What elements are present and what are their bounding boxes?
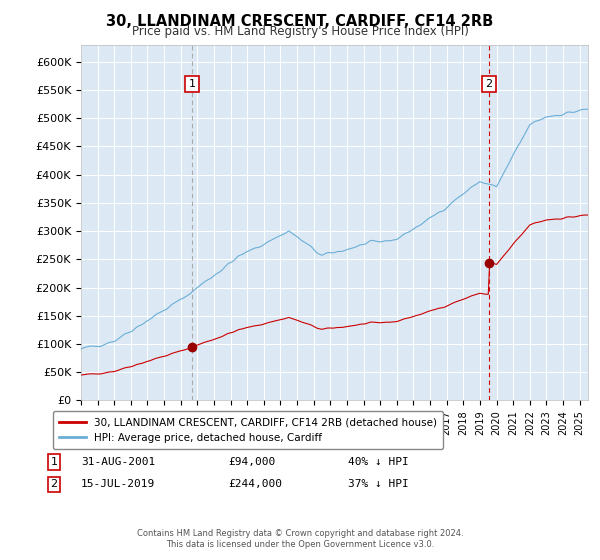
Text: 30, LLANDINAM CRESCENT, CARDIFF, CF14 2RB: 30, LLANDINAM CRESCENT, CARDIFF, CF14 2R…	[106, 14, 494, 29]
Text: Contains HM Land Registry data © Crown copyright and database right 2024.
This d: Contains HM Land Registry data © Crown c…	[137, 529, 463, 549]
Text: Price paid vs. HM Land Registry's House Price Index (HPI): Price paid vs. HM Land Registry's House …	[131, 25, 469, 38]
Text: 1: 1	[188, 79, 196, 89]
Text: 15-JUL-2019: 15-JUL-2019	[81, 479, 155, 489]
Text: 37% ↓ HPI: 37% ↓ HPI	[348, 479, 409, 489]
Text: 1: 1	[50, 457, 58, 467]
Text: 2: 2	[485, 79, 493, 89]
Text: 31-AUG-2001: 31-AUG-2001	[81, 457, 155, 467]
Legend: 30, LLANDINAM CRESCENT, CARDIFF, CF14 2RB (detached house), HPI: Average price, : 30, LLANDINAM CRESCENT, CARDIFF, CF14 2R…	[53, 411, 443, 449]
Text: £244,000: £244,000	[228, 479, 282, 489]
Text: £94,000: £94,000	[228, 457, 275, 467]
Text: 2: 2	[50, 479, 58, 489]
Text: 40% ↓ HPI: 40% ↓ HPI	[348, 457, 409, 467]
